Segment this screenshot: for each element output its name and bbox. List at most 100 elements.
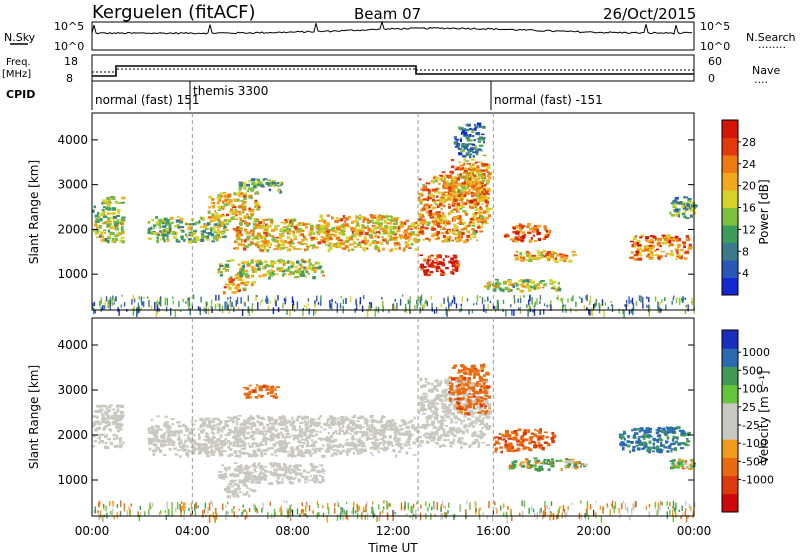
clutter-cell <box>527 309 529 317</box>
echo-cell <box>487 174 491 178</box>
echo-cell <box>408 237 412 240</box>
echo-cell <box>258 473 261 477</box>
echo-cell <box>321 478 326 483</box>
echo-cell <box>301 417 304 420</box>
clutter-cell <box>257 302 259 310</box>
echo-cell <box>118 428 123 431</box>
echo-cell <box>448 260 452 264</box>
echo-cell <box>471 130 475 134</box>
echo-cell <box>526 225 530 228</box>
clutter-cell <box>289 505 291 508</box>
clutter-cell <box>534 302 536 307</box>
echo-cell <box>693 204 698 208</box>
echo-cell <box>202 421 207 425</box>
echo-cell <box>288 464 292 467</box>
echo-cell <box>472 193 477 197</box>
echo-cell <box>242 185 247 189</box>
echo-cell <box>329 421 334 425</box>
clutter-cell <box>128 508 131 515</box>
echo-cell <box>166 235 169 238</box>
clutter-cell <box>475 508 477 512</box>
echo-cell <box>265 181 270 185</box>
power-heatmap <box>92 122 698 318</box>
echo-cell <box>119 239 122 243</box>
echo-cell <box>349 444 354 447</box>
echo-cell <box>460 183 464 186</box>
echo-cell <box>482 126 486 129</box>
echo-cell <box>151 219 155 222</box>
echo-cell <box>359 415 365 419</box>
echo-cell <box>260 440 264 443</box>
echo-cell <box>420 226 425 229</box>
clutter-cell <box>447 510 449 514</box>
echo-cell <box>113 412 117 416</box>
echo-cell <box>293 465 296 468</box>
echo-cell <box>675 248 679 252</box>
echo-cell <box>278 246 283 249</box>
echo-cell <box>354 220 359 222</box>
clutter-cell <box>614 501 617 509</box>
echo-cell <box>485 201 489 204</box>
echo-cell <box>236 210 241 213</box>
echo-cell <box>264 442 268 446</box>
echo-cell <box>437 254 441 259</box>
clutter-cell <box>210 299 213 305</box>
clutter-cell <box>302 308 304 311</box>
clutter-cell <box>383 500 385 504</box>
clutter-cell <box>274 512 277 516</box>
echo-cell <box>267 240 270 244</box>
clutter-cell <box>233 306 235 313</box>
echo-cell <box>219 273 223 277</box>
echo-cell <box>280 427 285 430</box>
echo-cell <box>118 232 121 236</box>
echo-cell <box>259 432 263 435</box>
echo-cell <box>455 260 460 263</box>
echo-cell <box>671 213 675 217</box>
clutter-cell <box>434 513 436 517</box>
clutter-cell <box>355 510 357 514</box>
clutter-cell <box>247 295 249 302</box>
echo-cell <box>475 150 479 153</box>
echo-cell <box>440 216 444 220</box>
echo-region <box>419 254 460 277</box>
echo-cell <box>294 248 299 250</box>
clutter-cell <box>599 303 602 309</box>
clutter-cell <box>352 507 355 515</box>
echo-cell <box>110 442 114 446</box>
echo-cell <box>240 268 245 271</box>
clutter-cell <box>399 298 402 306</box>
clutter-cell <box>672 516 674 522</box>
echo-cell <box>106 204 111 207</box>
echo-cell <box>288 230 293 233</box>
echo-cell <box>305 426 310 431</box>
echo-cell <box>513 239 518 243</box>
echo-cell <box>103 232 107 234</box>
clutter-cell <box>378 504 380 510</box>
echo-cell <box>432 188 437 191</box>
echo-cell <box>270 220 274 224</box>
echo-cell <box>390 248 394 252</box>
echo-cell <box>254 481 258 484</box>
echo-cell <box>374 244 378 249</box>
echo-cell <box>296 260 300 264</box>
clutter-cell <box>420 504 422 509</box>
echo-cell <box>169 216 174 220</box>
echo-region <box>453 122 487 159</box>
echo-cell <box>159 238 162 241</box>
echo-cell <box>211 233 214 237</box>
echo-cell <box>426 223 430 227</box>
clutter-cell <box>159 512 161 515</box>
clutter-cell <box>631 297 634 305</box>
echo-cell <box>214 440 219 443</box>
clutter-cell <box>210 500 212 504</box>
echo-cell <box>290 421 294 425</box>
echo-cell <box>451 185 455 188</box>
clutter-cell <box>151 502 154 507</box>
echo-cell <box>234 287 238 290</box>
echo-cell <box>464 160 470 162</box>
echo-cell <box>205 237 210 241</box>
echo-cell <box>482 138 485 141</box>
echo-cell <box>355 230 360 232</box>
echo-cell <box>397 428 401 431</box>
echo-cell <box>464 213 469 215</box>
